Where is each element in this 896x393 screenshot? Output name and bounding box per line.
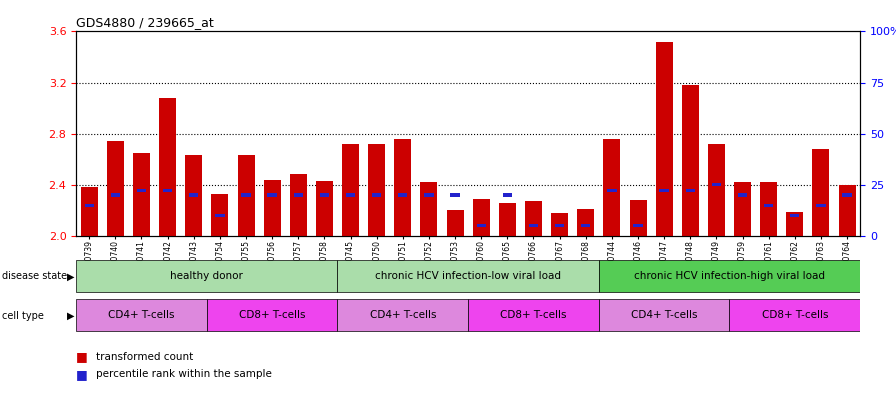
Bar — [603, 139, 620, 236]
Bar — [372, 193, 382, 196]
Bar — [469, 299, 599, 331]
Bar — [289, 174, 306, 236]
Bar — [394, 139, 411, 236]
Bar — [816, 204, 825, 207]
Bar — [738, 193, 747, 196]
Bar — [76, 299, 207, 331]
Text: transformed count: transformed count — [96, 352, 194, 362]
Text: ■: ■ — [76, 367, 88, 381]
Bar — [215, 214, 225, 217]
Bar — [163, 189, 172, 193]
Bar — [425, 193, 434, 196]
Text: CD8+ T-cells: CD8+ T-cells — [239, 310, 306, 320]
Bar — [607, 189, 616, 193]
Bar — [451, 193, 460, 196]
Bar — [577, 209, 594, 236]
Bar — [107, 141, 124, 236]
Bar — [708, 144, 725, 236]
Bar — [211, 194, 228, 236]
Bar — [813, 149, 830, 236]
Bar — [599, 260, 860, 292]
Bar — [446, 210, 463, 236]
Bar — [268, 193, 277, 196]
Bar — [473, 199, 490, 236]
Bar — [525, 201, 542, 236]
Bar — [137, 189, 146, 193]
Text: ▶: ▶ — [67, 271, 74, 281]
Bar — [237, 155, 254, 236]
Bar — [320, 193, 329, 196]
Text: healthy donor: healthy donor — [170, 271, 244, 281]
Text: CD8+ T-cells: CD8+ T-cells — [500, 310, 567, 320]
Bar — [159, 98, 177, 236]
Bar — [555, 224, 564, 227]
Bar — [338, 299, 469, 331]
Bar — [420, 182, 437, 236]
Text: CD8+ T-cells: CD8+ T-cells — [762, 310, 828, 320]
Bar — [842, 193, 852, 196]
Bar — [338, 260, 599, 292]
Text: CD4+ T-cells: CD4+ T-cells — [369, 310, 436, 320]
Bar — [630, 200, 647, 236]
Bar — [503, 193, 512, 196]
Bar — [787, 211, 804, 236]
Bar — [189, 193, 198, 196]
Text: disease state: disease state — [2, 271, 67, 281]
Bar — [316, 181, 333, 236]
Bar — [241, 193, 251, 196]
Bar — [685, 189, 695, 193]
Text: ▶: ▶ — [67, 310, 74, 321]
Bar — [656, 42, 673, 236]
Bar — [133, 153, 150, 236]
Bar — [839, 185, 856, 236]
Text: cell type: cell type — [2, 310, 44, 321]
Bar — [342, 144, 359, 236]
Text: GDS4880 / 239665_at: GDS4880 / 239665_at — [76, 16, 214, 29]
Bar — [551, 213, 568, 236]
Bar — [499, 203, 516, 236]
Bar — [111, 193, 120, 196]
Text: percentile rank within the sample: percentile rank within the sample — [96, 369, 271, 379]
Bar — [84, 204, 94, 207]
Bar — [633, 224, 642, 227]
Bar — [207, 299, 338, 331]
Text: CD4+ T-cells: CD4+ T-cells — [108, 310, 175, 320]
Bar — [711, 183, 721, 186]
Bar — [790, 214, 799, 217]
Bar — [76, 260, 338, 292]
Bar — [398, 193, 408, 196]
Text: chronic HCV infection-high viral load: chronic HCV infection-high viral load — [634, 271, 825, 281]
Bar — [682, 85, 699, 236]
Bar — [263, 180, 280, 236]
Text: ■: ■ — [76, 350, 88, 364]
Bar — [760, 182, 777, 236]
Bar — [294, 193, 303, 196]
Bar — [764, 204, 773, 207]
Bar — [185, 155, 202, 236]
Bar — [81, 187, 98, 236]
Bar — [368, 144, 385, 236]
Bar — [529, 224, 538, 227]
Text: chronic HCV infection-low viral load: chronic HCV infection-low viral load — [375, 271, 561, 281]
Bar — [346, 193, 355, 196]
Bar — [477, 224, 486, 227]
Bar — [734, 182, 751, 236]
Bar — [599, 299, 729, 331]
Text: CD4+ T-cells: CD4+ T-cells — [631, 310, 697, 320]
Bar — [582, 224, 590, 227]
Bar — [729, 299, 860, 331]
Bar — [659, 189, 668, 193]
